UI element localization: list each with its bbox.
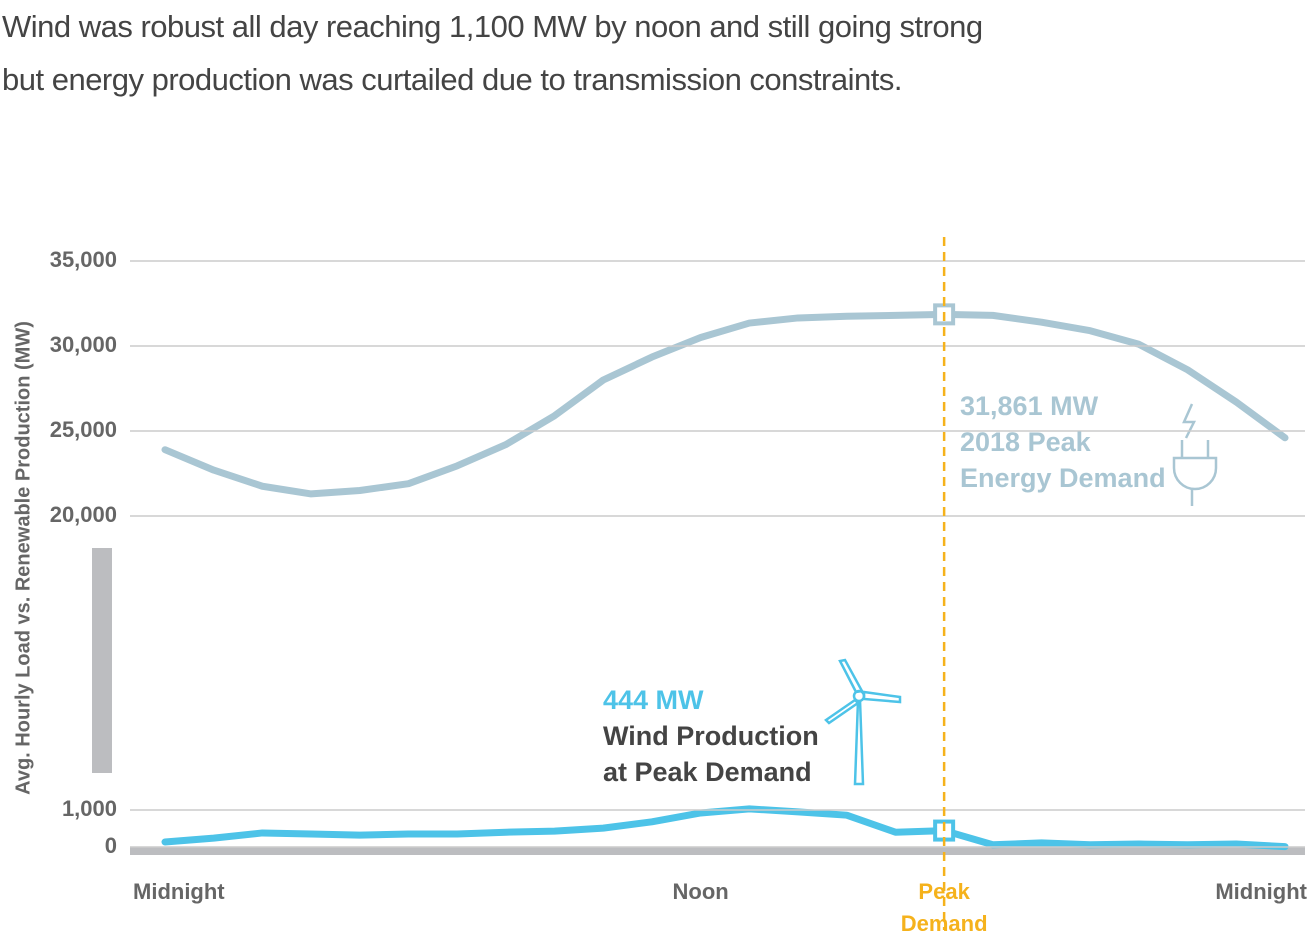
- title-line: but energy production was curtailed due …: [2, 62, 902, 97]
- x-tick-label: Peak Demand: [900, 879, 988, 936]
- title-line: Wind was robust all day reaching 1,100 M…: [2, 9, 983, 44]
- annotation: at Peak Demand: [603, 757, 812, 787]
- x-tick-label: Noon: [672, 879, 729, 904]
- y-tick-label: 1,000: [62, 796, 117, 821]
- annotation: 31,861 MW: [960, 391, 1099, 421]
- plug-icon: [1172, 403, 1218, 506]
- y-tick-label: 25,000: [50, 417, 117, 442]
- y-tick-label: 20,000: [50, 502, 117, 527]
- annotation: 2018 Peak: [960, 427, 1092, 457]
- turbine-icon: [824, 658, 902, 786]
- y-axis-label: Avg. Hourly Load vs. Renewable Productio…: [12, 321, 34, 795]
- y-tick-label: 0: [105, 833, 117, 858]
- line: [161, 310, 1289, 498]
- y-tick-label: 35,000: [50, 247, 117, 272]
- y-tick-label: 30,000: [50, 332, 117, 357]
- baseline: [130, 847, 1305, 855]
- x-tick-label: Midnight: [1215, 879, 1307, 904]
- x-tick-label: Midnight: [133, 879, 225, 904]
- axis-break: [92, 548, 112, 773]
- title: Wind was robust all day reaching 1,100 M…: [2, 0, 983, 106]
- line: [161, 805, 1289, 851]
- annotation: Energy Demand: [960, 463, 1166, 493]
- annotation: 444 MW: [603, 685, 704, 715]
- annotation: Wind Production: [603, 721, 819, 751]
